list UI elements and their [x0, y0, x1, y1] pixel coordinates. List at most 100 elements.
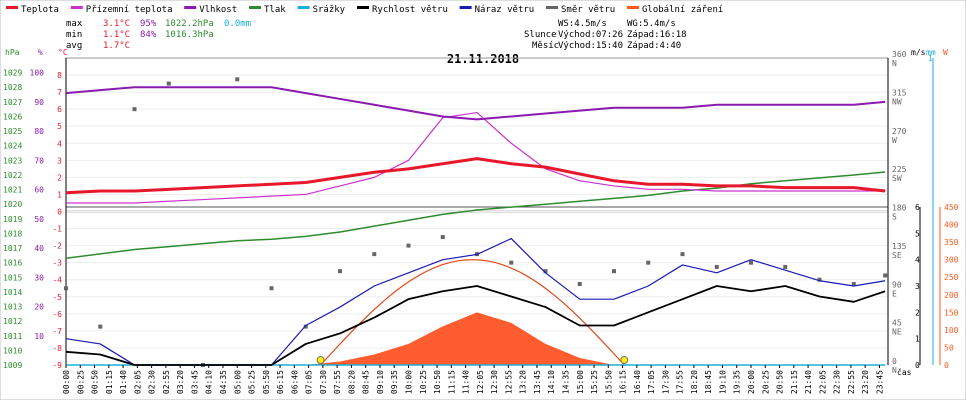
wind-speed-tick-label: 3 [915, 282, 920, 291]
humidity-line [65, 86, 886, 121]
stats-avg-temp: 1.7°C [103, 41, 130, 51]
wind-dir-point [783, 264, 788, 269]
pressure-tick-label: 1028 [3, 83, 22, 92]
wind-dir-point [577, 281, 582, 286]
rain-unit: mm [926, 48, 936, 57]
axis-units: hPa % °C m/s mm W čas [5, 48, 948, 377]
x-tick-label: 09:35 [390, 370, 399, 394]
x-tick-label: 21:40 [804, 370, 813, 394]
moonset-time: Západ:4:40 [627, 41, 681, 51]
temperature-tick-label: -5 [52, 293, 62, 302]
temperature-tick-label: 1 [57, 190, 62, 199]
wind-dir-point [817, 277, 822, 282]
wind-dir-point [440, 235, 445, 240]
legend-swatch [6, 6, 18, 9]
theoretical-radiation-curve [320, 259, 625, 366]
humidity-tick-label: 30 [34, 273, 44, 282]
temperature-tick-label: 4 [57, 139, 62, 148]
wind-dir-point [166, 81, 171, 86]
temperature-tick-label: 8 [57, 71, 62, 80]
wind-speed-tick-label: 6 [915, 203, 920, 212]
x-tick-label: 12:30 [490, 370, 499, 394]
x-tick-label: 04:35 [219, 370, 228, 394]
x-tick-label: 08:45 [362, 370, 371, 394]
pressure-tick-label: 1011 [3, 332, 22, 341]
wind-dir-point [714, 264, 719, 269]
radiation-tick-label: 250 [944, 273, 959, 282]
stats-max-temp: 3.1°C [103, 19, 130, 29]
sun-label: Slunce [524, 30, 557, 40]
temperature-tick-label: -3 [52, 259, 62, 268]
wind-dir-tick-value: 180 [892, 204, 907, 213]
x-tick-label: 16:40 [633, 370, 642, 394]
x-tick-label: 00:50 [91, 370, 100, 394]
x-tick-label: 15:50 [604, 370, 613, 394]
pressure-line [65, 171, 886, 260]
legend-swatch [70, 6, 83, 9]
wind-dir-point [235, 77, 240, 82]
wind-dir-point [509, 260, 514, 265]
x-tick-label: 08:20 [347, 370, 356, 394]
wind-dir-point [680, 252, 685, 257]
temperature-tick-label: 6 [57, 105, 62, 114]
radiation-tick-label: 0 [944, 361, 949, 370]
temperature-tick-label: 2 [57, 173, 62, 182]
legend-swatch [459, 6, 472, 9]
stats-min-hum: 84% [140, 30, 157, 40]
wind-speed-tick-label: 4 [915, 256, 920, 265]
legend-item-label: Vlhkost [199, 5, 237, 15]
x-tick-label: 15:00 [576, 370, 585, 394]
humidity-tick-label: 100 [30, 69, 45, 78]
pressure-tick-label: 1024 [3, 142, 22, 151]
wind-dir-tick-value: 45 [892, 319, 902, 328]
x-tick-label: 14:10 [547, 370, 556, 394]
wind-dir-point [646, 260, 651, 265]
time-axis-label: čas [897, 367, 912, 377]
humidity-tick-label: 20 [34, 303, 44, 312]
humidity-tick-label: 70 [34, 156, 44, 165]
temperature-unit: °C [58, 48, 68, 57]
stats-min-label: min [66, 30, 82, 40]
pressure-tick-label: 1027 [3, 98, 22, 107]
radiation-unit: W [943, 48, 948, 57]
x-tick-label: 02:05 [133, 370, 142, 394]
humidity-tick-label: 60 [34, 186, 44, 195]
x-tick-label: 12:55 [504, 370, 513, 394]
pressure-tick-label: 1009 [3, 361, 22, 370]
x-tick-label: 01:15 [105, 370, 114, 394]
wind-speed-info: WS:4.5m/s [558, 19, 607, 29]
pressure-tick-label: 1021 [3, 186, 22, 195]
legend-item-label: Směr větru [561, 5, 615, 15]
x-tick-label: 20:25 [761, 370, 770, 394]
pressure-tick-label: 1026 [3, 112, 22, 121]
sunrise-marker [316, 356, 325, 364]
legend: Teplota Přízemní teplota Vlhkost Tlak Srážky… [6, 5, 723, 15]
x-tick-label: 11:40 [462, 370, 471, 394]
wind-dir-tick-label: N [892, 366, 897, 375]
x-tick-label: 22:30 [833, 370, 842, 394]
pressure-tick-label: 1018 [3, 229, 22, 238]
legend-swatch [627, 6, 639, 9]
radiation-tick-label: 200 [944, 291, 959, 300]
legend-item-label: Rychlost větru [372, 5, 448, 15]
sunrise-time: Východ:07:26 [558, 30, 623, 40]
ground-temperature-line [66, 111, 886, 204]
pressure-tick-label: 1023 [3, 156, 22, 165]
x-tick-label: 13:20 [519, 370, 528, 394]
wind-dir-tick-value: 135 [892, 242, 907, 251]
x-tick-label: 14:35 [561, 370, 570, 394]
moon-label: Měsíc [532, 41, 559, 51]
wind-dir-tick-value: 315 [892, 88, 907, 97]
pressure-tick-label: 1010 [3, 346, 22, 355]
x-tick-label: 06:40 [290, 370, 299, 394]
x-tick-label: 07:55 [333, 370, 342, 394]
wind-dir-tick-label: W [892, 136, 897, 145]
temperature-tick-label: 3 [57, 156, 62, 165]
wind-dir-point [372, 252, 377, 257]
moonrise-time: Východ:15:40 [558, 41, 623, 51]
legend-swatch [297, 6, 310, 9]
wind-speed-tick-label: 2 [915, 308, 920, 317]
x-tick-label: 06:15 [276, 370, 285, 394]
stats-max-rain: 0.0mm [224, 19, 251, 29]
